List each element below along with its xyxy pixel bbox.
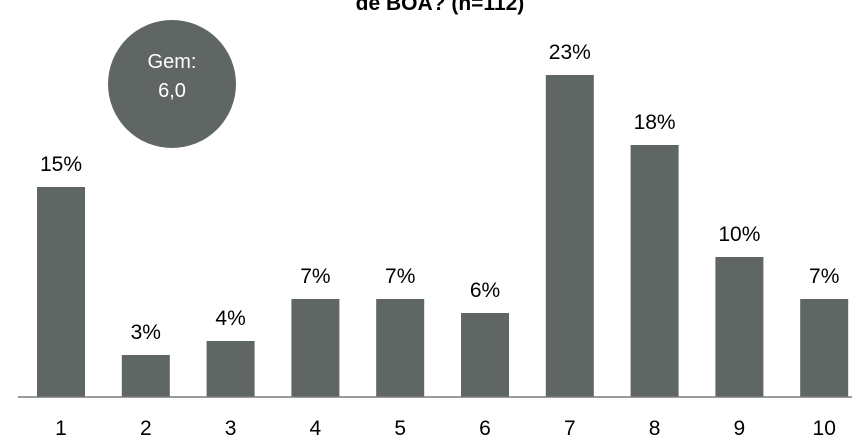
chart-title: de BOA? (n=112): [356, 0, 525, 15]
x-tick-label-2: 2: [140, 417, 152, 440]
data-label-2: 3%: [131, 321, 161, 344]
x-tick-label-7: 7: [564, 417, 576, 440]
bar-series: [37, 75, 849, 397]
bar-3: [206, 341, 255, 397]
x-tick-label-9: 9: [734, 417, 746, 440]
average-badge-label: Gem:: [148, 51, 197, 73]
bar-4: [291, 299, 340, 397]
x-tick-label-8: 8: [649, 417, 661, 440]
x-tick-label-1: 1: [55, 417, 67, 440]
data-label-8: 18%: [634, 111, 676, 134]
average-badge: Gem: 6,0: [108, 20, 236, 148]
bar-7: [545, 75, 594, 397]
bar-10: [800, 299, 849, 397]
bar-2: [121, 355, 170, 397]
data-label-10: 7%: [809, 265, 839, 288]
x-axis-tick-labels: 1 2 3 4 5 6 7 8 9 10: [55, 417, 836, 440]
bar-6: [461, 313, 509, 397]
data-label-3: 4%: [215, 307, 245, 330]
x-tick-label-4: 4: [310, 417, 322, 440]
x-tick-label-10: 10: [813, 417, 836, 440]
data-label-7: 23%: [549, 41, 591, 64]
x-tick-label-6: 6: [479, 417, 491, 440]
bar-5: [376, 299, 425, 397]
bar-1: [37, 187, 85, 397]
average-badge-circle: [108, 20, 236, 148]
x-tick-label-3: 3: [225, 417, 237, 440]
data-label-4: 7%: [300, 265, 330, 288]
data-label-6: 6%: [470, 279, 500, 302]
bar-9: [715, 257, 764, 397]
average-badge-value: 6,0: [158, 80, 186, 102]
data-label-1: 15%: [40, 153, 82, 176]
data-label-5: 7%: [385, 265, 415, 288]
data-labels: 15% 3% 4% 7% 7% 6% 23% 18% 10% 7%: [40, 41, 839, 344]
x-tick-label-5: 5: [394, 417, 406, 440]
data-label-9: 10%: [718, 223, 760, 246]
bar-8: [630, 145, 679, 397]
